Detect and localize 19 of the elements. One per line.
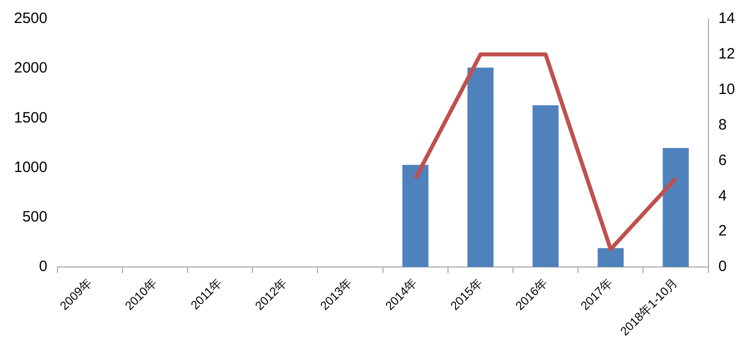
y2-tick-label: 10 (718, 80, 736, 98)
y-tick-label: 1000 (14, 158, 48, 176)
bar (467, 68, 494, 267)
y2-tick-label: 14 (718, 10, 736, 28)
bar (598, 248, 624, 267)
y2-tick-label: 0 (718, 258, 727, 276)
y-tick-label: 2000 (14, 60, 48, 77)
y-tick-label: 1500 (14, 109, 48, 126)
y-tick-label: 500 (22, 208, 48, 226)
bar (532, 105, 559, 267)
bar (402, 164, 428, 267)
y-tick-label: 0 (39, 258, 48, 276)
y2-tick-label: 2 (718, 222, 727, 240)
y2-tick-label: 4 (718, 187, 727, 204)
bar (662, 148, 689, 267)
y-tick-label: 2500 (14, 10, 48, 28)
y2-tick-label: 6 (718, 152, 727, 169)
y2-tick-label: 8 (718, 116, 727, 134)
y2-tick-label: 12 (718, 46, 736, 63)
